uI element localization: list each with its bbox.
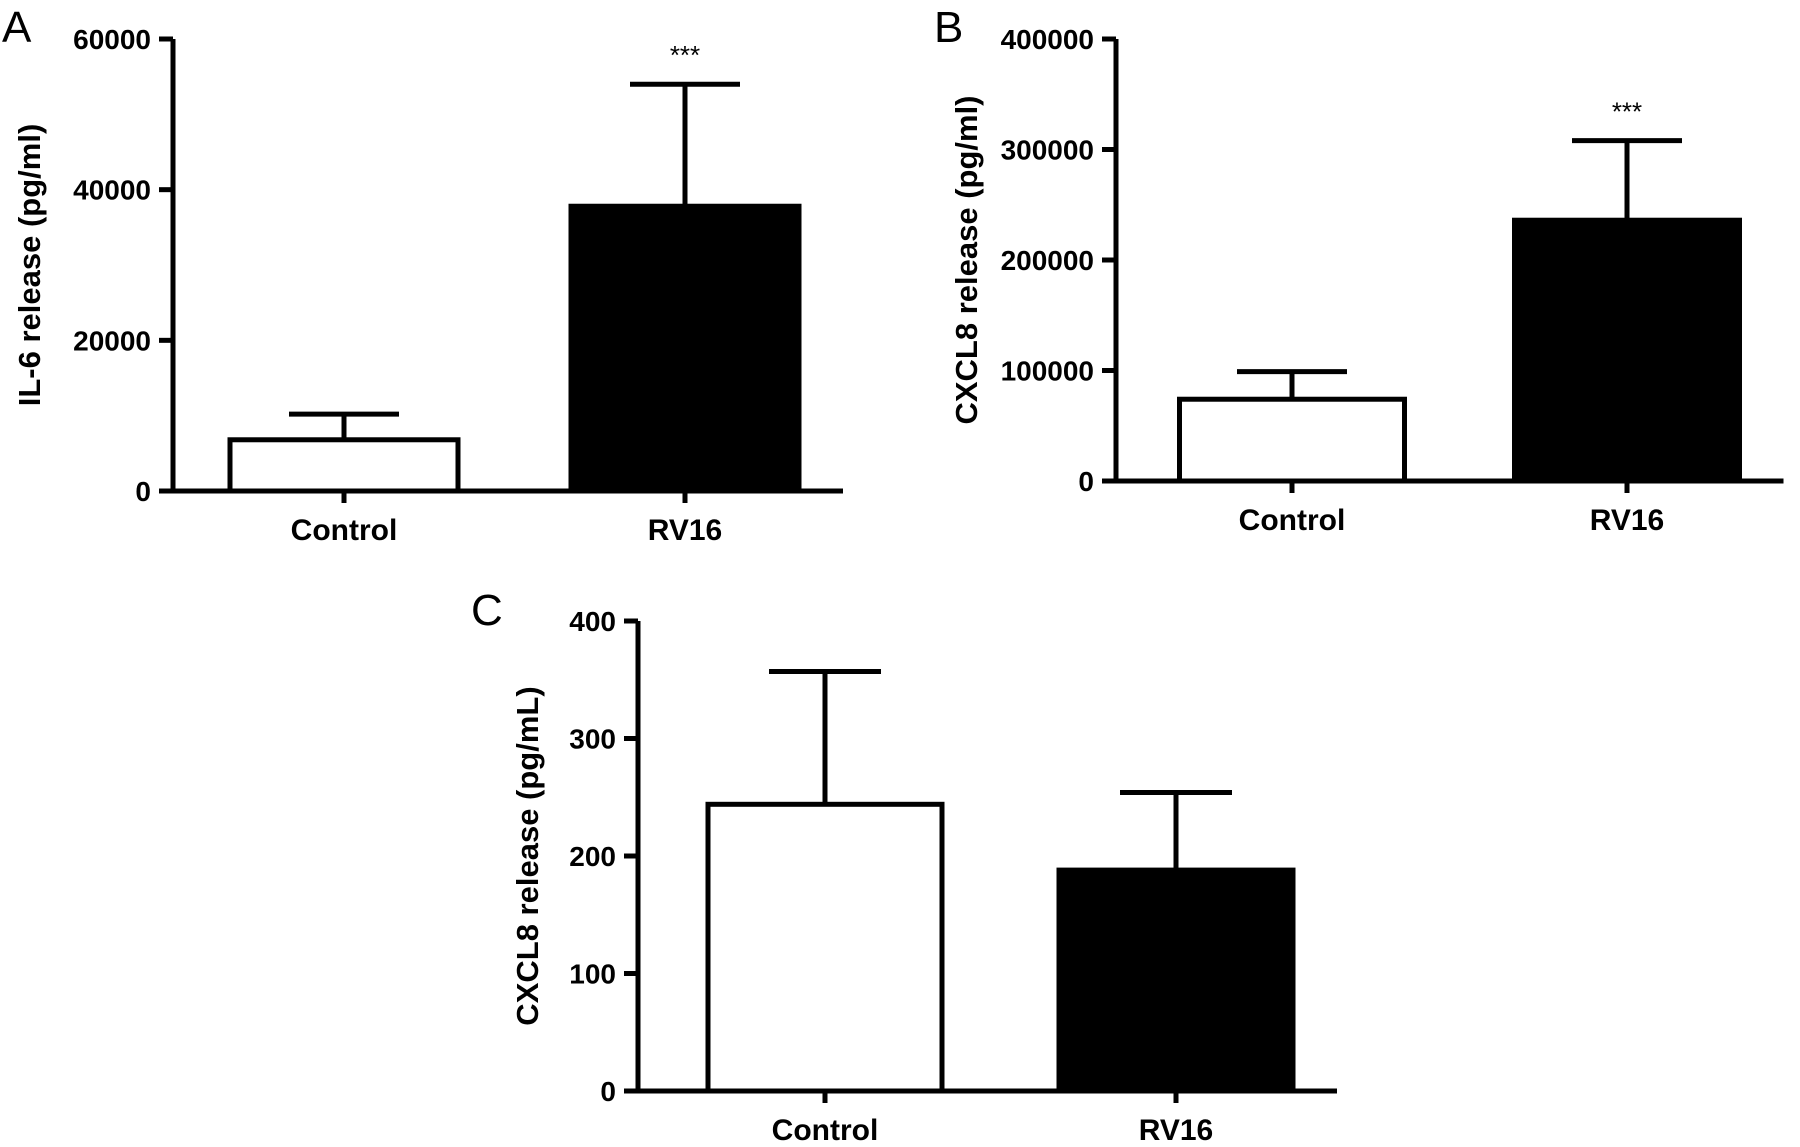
significance-label: *** (670, 40, 700, 70)
y-tick-label: 400000 (1001, 24, 1094, 55)
y-tick-label: 100000 (1001, 356, 1094, 387)
y-tick-label: 0 (1078, 466, 1094, 497)
x-tick-label: Control (772, 1114, 879, 1147)
bar-rv16 (568, 203, 802, 494)
x-tick-label: RV16 (1590, 504, 1665, 537)
y-axis-title: IL-6 release (pg/ml) (12, 124, 47, 407)
x-tick-label: Control (1239, 504, 1346, 537)
y-tick-label: 60000 (73, 24, 151, 55)
bar-rv16 (1056, 867, 1296, 1094)
y-tick-label: 400 (569, 606, 616, 637)
y-tick-label: 0 (600, 1076, 616, 1107)
x-tick-label: Control (291, 514, 398, 547)
panel-letter: C (471, 586, 503, 635)
bar-control (1177, 396, 1407, 484)
y-tick-label: 100 (569, 959, 616, 990)
bar-control (705, 801, 945, 1094)
significance-label: *** (1612, 97, 1642, 127)
y-tick-label: 200000 (1001, 245, 1094, 276)
panel-letter: B (934, 3, 963, 52)
bar-control (227, 437, 461, 494)
panel-b: B CXCL8 release (pg/ml) Control RV16 *** 0 100… (934, 3, 1784, 537)
bar-rv16 (1512, 217, 1742, 484)
y-tick-label: 300 (569, 724, 616, 755)
y-tick-label: 0 (135, 476, 151, 507)
y-tick-label: 20000 (73, 325, 151, 356)
panel-letter: A (2, 3, 32, 52)
panel-a: A IL-6 release (pg/ml) Control RV16 *** 0 2000… (2, 3, 843, 547)
x-tick-label: RV16 (648, 514, 723, 547)
y-tick-label: 40000 (73, 175, 151, 206)
y-axis-title: CXCL8 release (pg/ml) (949, 95, 984, 424)
panel-c: C CXCL8 release (pg/mL) Control RV16 0 100 200… (471, 586, 1337, 1147)
y-tick-label: 200 (569, 841, 616, 872)
y-tick-label: 300000 (1001, 135, 1094, 166)
x-tick-label: RV16 (1139, 1114, 1214, 1147)
y-axis-title: CXCL8 release (pg/mL) (510, 686, 545, 1025)
